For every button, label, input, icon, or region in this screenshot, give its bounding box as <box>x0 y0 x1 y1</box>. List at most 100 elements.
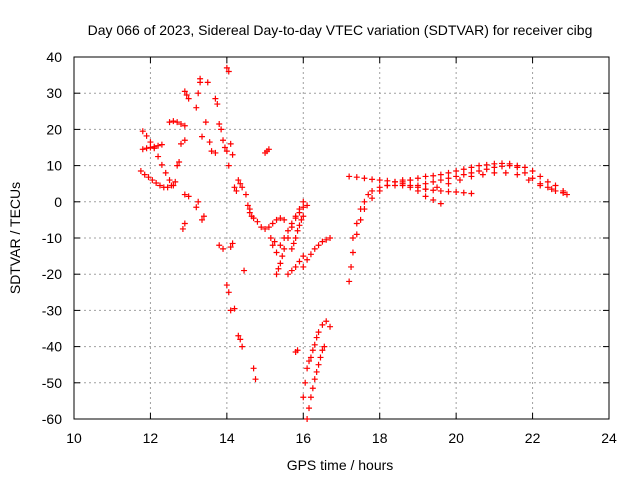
data-point <box>288 245 295 252</box>
data-point <box>514 171 521 178</box>
data-point <box>346 173 353 180</box>
data-point <box>141 171 148 178</box>
data-point <box>273 271 280 278</box>
data-point <box>300 204 307 211</box>
data-point <box>174 162 181 169</box>
x-tick-label: 14 <box>219 430 235 446</box>
x-tick-label: 12 <box>143 430 159 446</box>
data-point <box>281 235 288 241</box>
data-point <box>502 169 509 176</box>
data-point <box>231 184 238 191</box>
data-point <box>164 184 171 191</box>
data-point <box>552 187 559 194</box>
data-point <box>220 137 227 144</box>
data-point <box>178 140 184 147</box>
data-point <box>437 187 444 194</box>
data-point <box>306 405 313 412</box>
data-point <box>271 238 278 245</box>
y-tick-label: -20 <box>42 266 62 282</box>
data-point <box>212 149 219 156</box>
data-point <box>313 334 320 341</box>
data-point <box>195 90 202 97</box>
data-point <box>273 216 280 223</box>
data-point <box>311 341 318 348</box>
data-point <box>349 235 356 241</box>
data-point <box>315 242 322 249</box>
data-point <box>158 141 165 148</box>
y-tick-label: -10 <box>42 230 62 246</box>
data-point <box>195 198 202 205</box>
y-tick-label: -40 <box>42 339 62 355</box>
data-point <box>479 171 486 178</box>
data-point <box>313 368 320 375</box>
data-point <box>218 126 225 133</box>
data-point <box>304 365 311 372</box>
data-point <box>242 191 249 198</box>
data-point <box>220 245 227 252</box>
data-point <box>168 182 175 189</box>
data-point <box>285 271 291 278</box>
data-point <box>548 186 555 193</box>
data-point <box>183 92 190 99</box>
data-point <box>453 189 460 196</box>
data-point <box>392 178 398 185</box>
data-point <box>254 218 261 225</box>
data-point <box>178 120 184 127</box>
data-point <box>521 169 528 176</box>
data-point <box>137 168 144 175</box>
data-point <box>445 169 452 176</box>
data-point <box>258 224 265 231</box>
data-point <box>483 166 490 173</box>
data-point <box>143 145 150 152</box>
data-point <box>468 190 475 197</box>
data-point <box>139 128 146 135</box>
data-point <box>434 184 441 191</box>
data-point <box>357 216 364 223</box>
data-point <box>353 220 360 227</box>
data-point <box>296 222 303 229</box>
y-tick-label: 20 <box>46 121 62 137</box>
data-series <box>304 343 328 422</box>
data-point <box>166 177 173 184</box>
data-point <box>227 140 234 147</box>
data-point <box>265 224 272 231</box>
data-point <box>491 169 498 176</box>
data-point <box>499 163 505 170</box>
data-point <box>300 394 307 401</box>
data-point <box>273 249 280 256</box>
data-point <box>376 177 383 184</box>
data-point <box>552 182 559 189</box>
data-point <box>214 101 221 108</box>
data-point <box>267 235 274 241</box>
data-point <box>369 187 376 194</box>
data-point <box>430 196 437 203</box>
data-point <box>353 174 360 181</box>
data-point <box>307 354 314 361</box>
data-point <box>145 174 152 181</box>
data-point <box>233 187 240 194</box>
data-point <box>193 104 200 111</box>
data-point <box>327 235 334 241</box>
data-point <box>445 175 452 182</box>
grid <box>74 57 609 419</box>
data-point <box>300 253 307 260</box>
data-point <box>422 173 429 180</box>
data-point <box>311 376 318 383</box>
data-point <box>476 168 483 175</box>
data-series <box>273 198 307 278</box>
data-point <box>290 240 297 247</box>
data-point <box>179 225 186 232</box>
chart-title: Day 066 of 2023, Sidereal Day-to-day VTE… <box>88 22 593 38</box>
data-point <box>250 365 257 372</box>
data-series <box>285 253 307 278</box>
data-point <box>361 175 368 182</box>
data-series <box>288 213 307 252</box>
data-point <box>365 191 372 198</box>
y-tick-label: -30 <box>42 302 62 318</box>
data-series <box>212 64 232 252</box>
data-point <box>422 186 429 193</box>
data-point <box>300 263 307 270</box>
data-point <box>250 215 257 222</box>
data-point <box>437 177 444 184</box>
